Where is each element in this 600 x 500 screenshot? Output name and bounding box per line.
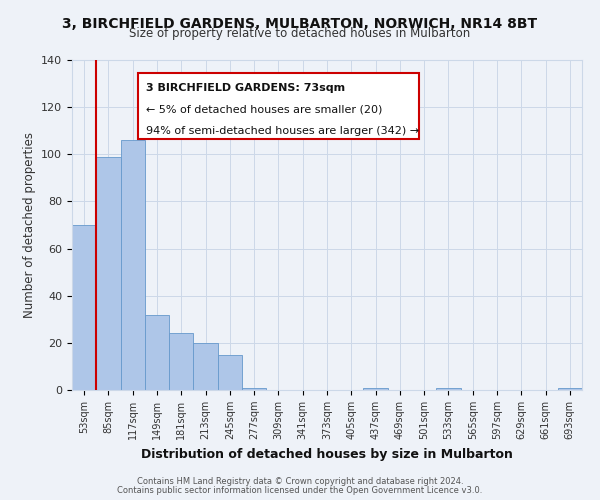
Bar — [436, 388, 461, 390]
FancyBboxPatch shape — [139, 73, 419, 139]
Bar — [558, 388, 582, 390]
X-axis label: Distribution of detached houses by size in Mulbarton: Distribution of detached houses by size … — [141, 448, 513, 460]
Text: 3 BIRCHFIELD GARDENS: 73sqm: 3 BIRCHFIELD GARDENS: 73sqm — [146, 83, 345, 93]
Text: Contains HM Land Registry data © Crown copyright and database right 2024.: Contains HM Land Registry data © Crown c… — [137, 477, 463, 486]
Text: Size of property relative to detached houses in Mulbarton: Size of property relative to detached ho… — [130, 28, 470, 40]
Bar — [72, 225, 96, 390]
Y-axis label: Number of detached properties: Number of detached properties — [23, 132, 35, 318]
Bar — [218, 354, 242, 390]
Bar — [193, 343, 218, 390]
Text: 3, BIRCHFIELD GARDENS, MULBARTON, NORWICH, NR14 8BT: 3, BIRCHFIELD GARDENS, MULBARTON, NORWIC… — [62, 18, 538, 32]
Bar — [145, 314, 169, 390]
Text: ← 5% of detached houses are smaller (20): ← 5% of detached houses are smaller (20) — [146, 104, 382, 115]
Bar — [96, 156, 121, 390]
Bar — [121, 140, 145, 390]
Bar — [169, 334, 193, 390]
Text: Contains public sector information licensed under the Open Government Licence v3: Contains public sector information licen… — [118, 486, 482, 495]
Text: 94% of semi-detached houses are larger (342) →: 94% of semi-detached houses are larger (… — [146, 126, 419, 136]
Bar — [364, 388, 388, 390]
Bar — [242, 388, 266, 390]
